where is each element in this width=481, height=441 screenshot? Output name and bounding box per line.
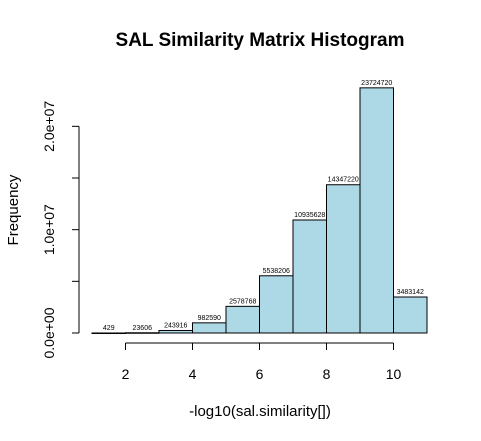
histogram-bar <box>158 329 193 334</box>
y-tick-label: 1.0e+07 <box>41 204 57 255</box>
x-tick-label: 8 <box>323 366 331 382</box>
histogram-bar <box>91 332 126 334</box>
bar-data-label: 10935628 <box>294 212 325 219</box>
histogram-bar <box>192 322 227 334</box>
bar-data-label: 23724720 <box>361 80 392 87</box>
histogram-bar <box>393 296 428 334</box>
data-labels-group: 429 23606 243916 982590 2578768 5538206 109356… <box>103 80 424 332</box>
bar-data-label: 2578768 <box>229 298 256 305</box>
histogram-bar <box>225 305 260 334</box>
bar-data-label: 5538206 <box>263 268 290 275</box>
x-axis: 2 4 6 8 10 <box>122 342 402 382</box>
bar-data-label: 14347220 <box>328 177 359 184</box>
y-tick-label: 2.0e+07 <box>41 101 57 152</box>
x-axis-label: -log10(sal.similarity[]) <box>189 403 331 420</box>
x-tick-label: 4 <box>189 366 197 382</box>
histogram-bar <box>359 87 394 334</box>
y-axis-label: Frequency <box>5 174 22 245</box>
x-tick-label: 10 <box>386 366 402 382</box>
y-tick-label: 0.0e+00 <box>41 307 57 358</box>
x-tick-label: 6 <box>256 366 264 382</box>
bar-data-label: 3483142 <box>397 289 424 296</box>
histogram-bar <box>125 332 160 334</box>
x-tick-label: 2 <box>122 366 130 382</box>
histogram-bar <box>326 184 361 334</box>
bar-data-label: 243916 <box>164 322 187 329</box>
chart-title: SAL Similarity Matrix Histogram <box>116 30 405 51</box>
histogram-bar <box>292 219 327 334</box>
bar-data-label: 982590 <box>198 315 221 322</box>
histogram-bar <box>259 275 294 334</box>
bar-data-label: 429 <box>103 325 115 332</box>
bar-data-label: 23606 <box>133 325 153 332</box>
bars-group <box>91 87 428 334</box>
y-axis: 0.0e+00 1.0e+07 2.0e+07 <box>41 101 80 359</box>
